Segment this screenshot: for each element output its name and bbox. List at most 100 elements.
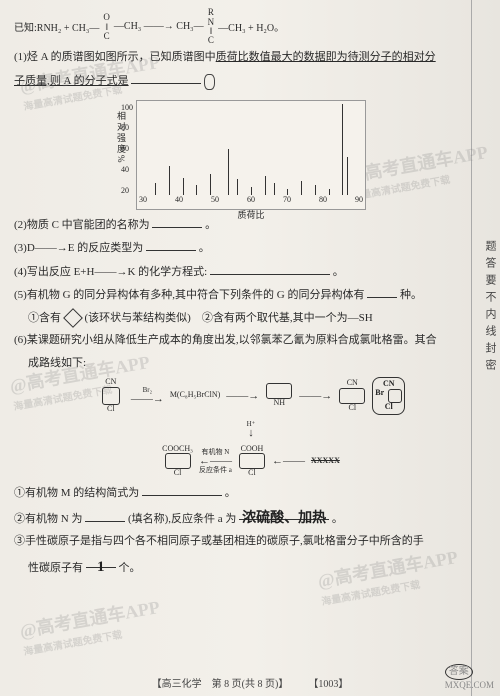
substituent: Cl (174, 469, 182, 478)
atom: O (103, 13, 110, 22)
hand-annotation-structure: CN Br Cl (372, 377, 405, 415)
wm-line: 海量高清试题免费下载 (22, 619, 164, 658)
carbonyl-group: O ‖ C (103, 13, 110, 41)
ytick: 80 (121, 123, 133, 132)
structure-3: NH (265, 383, 293, 408)
answer-blank[interactable] (142, 484, 222, 496)
xtick: 60 (247, 195, 255, 209)
formula: M(C₈H₅BrClN) (170, 391, 220, 400)
benzene-ring-icon (102, 387, 120, 405)
spectrum-peak (169, 166, 170, 194)
period: 。 (225, 487, 236, 499)
fused-ring-icon (239, 453, 265, 469)
question-3: (3)D——→E 的反应类型为 。 (14, 239, 488, 257)
question-6-cont: 成路线如下: (14, 355, 488, 372)
x-axis-labels: 30 40 50 60 70 80 90 (137, 195, 365, 209)
fused-ring-icon (165, 453, 191, 469)
period: 。 (333, 266, 344, 278)
q-text: (填名称),反应条件 a 为 (128, 513, 236, 525)
arrow-6: ←—— (272, 455, 305, 467)
handwritten-answer[interactable]: 1 (86, 556, 116, 568)
chart-container: 相对强度% 100 80 60 40 20 30 40 50 60 70 80 … (14, 96, 488, 216)
q-text: 成路线如下: (28, 357, 86, 369)
spectrum-peak (210, 174, 211, 195)
q-text: ①含有 (28, 312, 61, 324)
q-text-underline: 质荷比数值最大的数据即为待测分子的相对分 (216, 51, 436, 63)
atom: C (208, 36, 214, 45)
q-text-underline: 子质量,则 A 的分子式是 (14, 75, 129, 87)
q-text: 性碳原子有 (28, 562, 83, 574)
spectrum-peak (301, 181, 302, 194)
xtick: 80 (319, 195, 327, 209)
answer-blank[interactable] (131, 72, 201, 84)
fused-ring-icon (266, 383, 292, 399)
ytick: 20 (121, 186, 133, 195)
spectrum-peak (342, 104, 343, 194)
sub-question-3: ③手性碳原子是指与四个各不相同原子或基团相连的碳原子,氯吡格雷分子中所含的手 (14, 533, 488, 550)
structure-4: CN Cl (338, 379, 366, 413)
question-4: (4)写出反应 E+H——→K 的化学方程式: 。 (14, 263, 488, 281)
xtick: 90 (355, 195, 363, 209)
question-1: (1)烃 A 的质谱图如图所示，已知质谱图中质荷比数值最大的数据即为待测分子的相… (14, 49, 488, 66)
y-axis-labels: 100 80 60 40 20 (121, 101, 133, 209)
arrow-2: ——→ (226, 390, 259, 402)
reaction-equation: 已知:RNH₂ + CH₃— O ‖ C —CH₃ ——→ CH₃— R N ‖… (14, 8, 488, 45)
spectrum-peak (274, 183, 275, 194)
period: 。 (199, 242, 210, 254)
group-label: COOCH₃ (162, 445, 193, 454)
substituent: Br (375, 389, 384, 403)
answer-blank[interactable] (367, 286, 397, 298)
answer-blank[interactable] (85, 510, 125, 522)
reaction-text: 已知:RNH₂ + CH₃— (14, 19, 99, 34)
answer-blank[interactable] (210, 263, 330, 275)
question-5: (5)有机物 G 的同分异构体有多种,其中符合下列条件的 G 的同分异构体有 种… (14, 286, 488, 304)
question-1-cont: 子质量,则 A 的分子式是 (14, 72, 488, 90)
substituent: Cl (107, 405, 115, 414)
spectrum-peak (196, 185, 197, 194)
imine-group: R N ‖ C (208, 8, 215, 45)
substituent: Cl (385, 403, 393, 412)
atom: C (104, 32, 110, 41)
benzene-ring-icon (388, 389, 402, 403)
exam-page: @高考直通车APP 海量高清试题免费下载 @高考直通车APP 海量高清试题免费下… (0, 0, 500, 696)
q-text: (6)某课题研究小组从降低生产成本的角度出发,以邻氯苯乙氰为原料合成氯吡格雷。其… (14, 334, 437, 346)
q-text: (5)有机物 G 的同分异构体有多种,其中符合下列条件的 G 的同分异构体有 (14, 289, 364, 301)
structure-m: M(C₈H₅BrClN) (170, 391, 220, 400)
arrow-1: Br₂ ——→ (131, 387, 164, 405)
question-6: (6)某课题研究小组从降低生产成本的角度出发,以邻氯苯乙氰为原料合成氯吡格雷。其… (14, 332, 488, 349)
q-text: 个。 (119, 562, 141, 574)
question-5-sub: ①含有 (该环状与苯结构类似) ②含有两个取代基,其中一个为—SH (14, 310, 488, 327)
q-text: 种。 (400, 289, 422, 301)
xtick: 40 (175, 195, 183, 209)
spectrum-peak (347, 157, 348, 195)
corner-badge: 答案 (445, 664, 473, 680)
ring-icon (63, 308, 83, 328)
arrow-3: ——→ (299, 390, 332, 402)
structure-6: COOH Cl (238, 445, 266, 479)
q-text: (4)写出反应 E+H——→K 的化学方程式: (14, 266, 207, 278)
ytick: 60 (121, 144, 133, 153)
spectrum-peak (237, 179, 238, 194)
x-axis-title: 质荷比 (137, 208, 365, 221)
xtick: 70 (283, 195, 291, 209)
handwritten-answer[interactable]: 浓硫酸、加热 (239, 508, 329, 520)
corner-stamp: 答案 MXQE.COM (445, 664, 494, 690)
q-text: ②有机物 N 为 (14, 513, 82, 525)
structure-crossed: XXXXX (311, 457, 340, 466)
reaction-text: —CH₃ + H₂O。 (218, 19, 284, 34)
scheme-row-2: COOCH₃ Cl 有机物 N ←—— 反应条件 a COOH Cl ←—— X… (14, 445, 488, 479)
chart-plot-area (137, 101, 365, 195)
xtick: 30 (139, 195, 147, 209)
scheme-row-1: CN Cl Br₂ ——→ M(C₈H₅BrClN) ——→ NH ——→ CN… (14, 377, 488, 415)
arrow-cond: 反应条件 a (199, 467, 232, 474)
margin-line (471, 0, 472, 696)
spectrum-peak (251, 187, 252, 195)
synthesis-scheme: CN Cl Br₂ ——→ M(C₈H₅BrClN) ——→ NH ——→ CN… (14, 377, 488, 478)
q-text: (该环状与苯结构类似) (85, 312, 191, 324)
scheme-arrow-down: H⁺ ↓ (14, 421, 488, 439)
spectrum-peak (265, 176, 266, 195)
mass-spectrum-chart: 相对强度% 100 80 60 40 20 30 40 50 60 70 80 … (136, 100, 366, 210)
sub-question-1: ①有机物 M 的结构简式为 。 (14, 484, 488, 502)
answer-blank[interactable] (146, 239, 196, 251)
structure-1: CN Cl (97, 378, 125, 414)
